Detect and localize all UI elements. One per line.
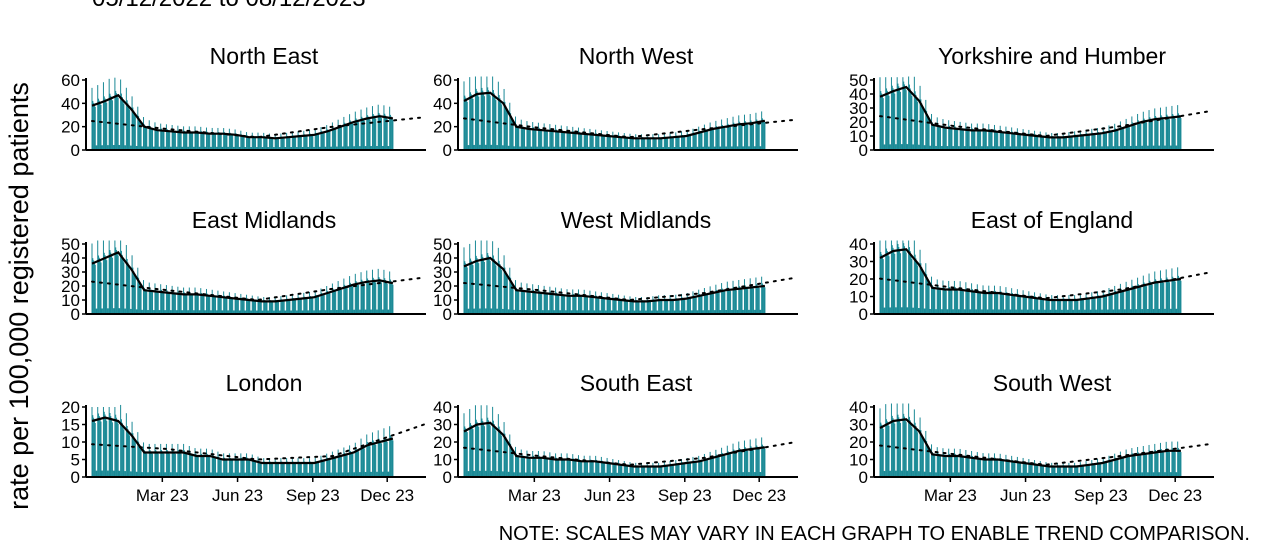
y-tick-label: 10 xyxy=(849,288,868,307)
panel-title: East Midlands xyxy=(192,207,336,233)
y-tick-label: 10 xyxy=(849,451,868,470)
y-tick-label: 40 xyxy=(61,249,80,268)
weekly-average-line xyxy=(879,418,1181,468)
panel-title: South West xyxy=(993,370,1112,396)
trend-line xyxy=(91,276,425,302)
y-tick-label: 40 xyxy=(849,85,868,104)
trend-line xyxy=(91,116,425,139)
y-tick-label: 20 xyxy=(61,398,80,417)
trend-line xyxy=(879,442,1213,466)
x-tick-label: Dec 23 xyxy=(1148,486,1202,505)
y-tick-label: 60 xyxy=(433,71,452,90)
trend-line xyxy=(879,271,1213,300)
y-tick-label: 40 xyxy=(433,398,452,417)
panel-title: North West xyxy=(579,43,694,69)
y-tick-label: 0 xyxy=(859,141,868,160)
y-tick-label: 50 xyxy=(433,235,452,254)
panel-title: West Midlands xyxy=(561,207,711,233)
weekly-average-line xyxy=(463,421,766,468)
y-tick-label: 20 xyxy=(433,277,452,296)
weekly-average-line xyxy=(879,85,1182,139)
x-tick-label: Sep 23 xyxy=(286,486,340,505)
y-tick-label: 40 xyxy=(849,235,868,254)
weekly-average-line xyxy=(879,248,1182,302)
weekly-average-line xyxy=(91,416,394,465)
trend-line xyxy=(463,276,797,302)
y-tick-label: 50 xyxy=(61,235,80,254)
y-tick-label: 0 xyxy=(443,305,452,324)
chart-subtitle: 05/12/2022 to 08/12/2023 xyxy=(92,0,366,12)
y-tick-label: 40 xyxy=(433,249,452,268)
x-tick-label: Dec 23 xyxy=(732,486,786,505)
y-tick-label: 20 xyxy=(61,118,80,137)
x-tick-label: Jun 23 xyxy=(1000,486,1051,505)
x-tick-label: Mar 23 xyxy=(924,486,977,505)
y-tick-label: 10 xyxy=(849,127,868,146)
trend-line xyxy=(463,117,797,139)
weekly-average-line xyxy=(91,251,394,303)
y-tick-label: 20 xyxy=(433,433,452,452)
scale-note: NOTE: SCALES MAY VARY IN EACH GRAPH TO E… xyxy=(499,523,1250,545)
y-tick-label: 40 xyxy=(61,94,80,113)
y-tick-label: 0 xyxy=(71,468,80,487)
x-tick-label: Sep 23 xyxy=(1074,486,1128,505)
trend-line xyxy=(879,109,1213,138)
panel-north-west: North West 0 20 40 60 xyxy=(433,43,798,160)
y-tick-label: 30 xyxy=(61,263,80,282)
y-tick-label: 20 xyxy=(433,118,452,137)
x-tick-label: Jun 23 xyxy=(584,486,635,505)
y-tick-label: 5 xyxy=(71,451,80,470)
y-tick-label: 20 xyxy=(849,270,868,289)
y-tick-label: 60 xyxy=(61,71,80,90)
trend-line xyxy=(91,423,425,461)
y-tick-label: 0 xyxy=(859,468,868,487)
y-tick-label: 30 xyxy=(849,416,868,435)
panel-title: South East xyxy=(580,370,693,396)
y-tick-label: 50 xyxy=(849,71,868,90)
panel-title: Yorkshire and Humber xyxy=(938,43,1166,69)
panel-north-east: North East 0 20 40 60 xyxy=(61,43,426,160)
y-tick-label: 20 xyxy=(849,433,868,452)
y-tick-label: 0 xyxy=(443,468,452,487)
x-tick-label: Dec 23 xyxy=(360,486,414,505)
y-tick-label: 0 xyxy=(71,305,80,324)
panel-title: North East xyxy=(210,43,319,69)
y-tick-label: 40 xyxy=(433,94,452,113)
y-tick-label: 30 xyxy=(849,253,868,272)
x-tick-label: Mar 23 xyxy=(508,486,561,505)
y-tick-label: 10 xyxy=(61,433,80,452)
y-tick-label: 0 xyxy=(859,305,868,324)
y-tick-label: 0 xyxy=(443,141,452,160)
x-tick-label: Sep 23 xyxy=(658,486,712,505)
y-tick-label: 10 xyxy=(61,291,80,310)
y-tick-label: 30 xyxy=(433,263,452,282)
y-tick-label: 10 xyxy=(433,291,452,310)
y-tick-label: 40 xyxy=(849,398,868,417)
y-tick-label: 0 xyxy=(71,141,80,160)
x-tick-label: Jun 23 xyxy=(212,486,263,505)
panel-title: London xyxy=(226,370,303,396)
panel-title: East of England xyxy=(971,207,1133,233)
y-tick-label: 30 xyxy=(849,99,868,118)
y-tick-label: 10 xyxy=(433,451,452,470)
y-tick-label: 20 xyxy=(61,277,80,296)
panels: North East 0 20 40 60 North West 0 20 40 60 Yorksh… xyxy=(61,43,1214,505)
weekly-average-line xyxy=(91,93,394,140)
trend-line xyxy=(463,441,797,466)
weekly-average-line xyxy=(463,91,766,140)
weekly-average-line xyxy=(463,256,766,303)
y-axis-title: rate per 100,000 registered patients xyxy=(4,82,34,510)
y-tick-label: 15 xyxy=(61,416,80,435)
x-tick-label: Mar 23 xyxy=(136,486,189,505)
y-tick-label: 30 xyxy=(433,416,452,435)
y-tick-label: 20 xyxy=(849,113,868,132)
